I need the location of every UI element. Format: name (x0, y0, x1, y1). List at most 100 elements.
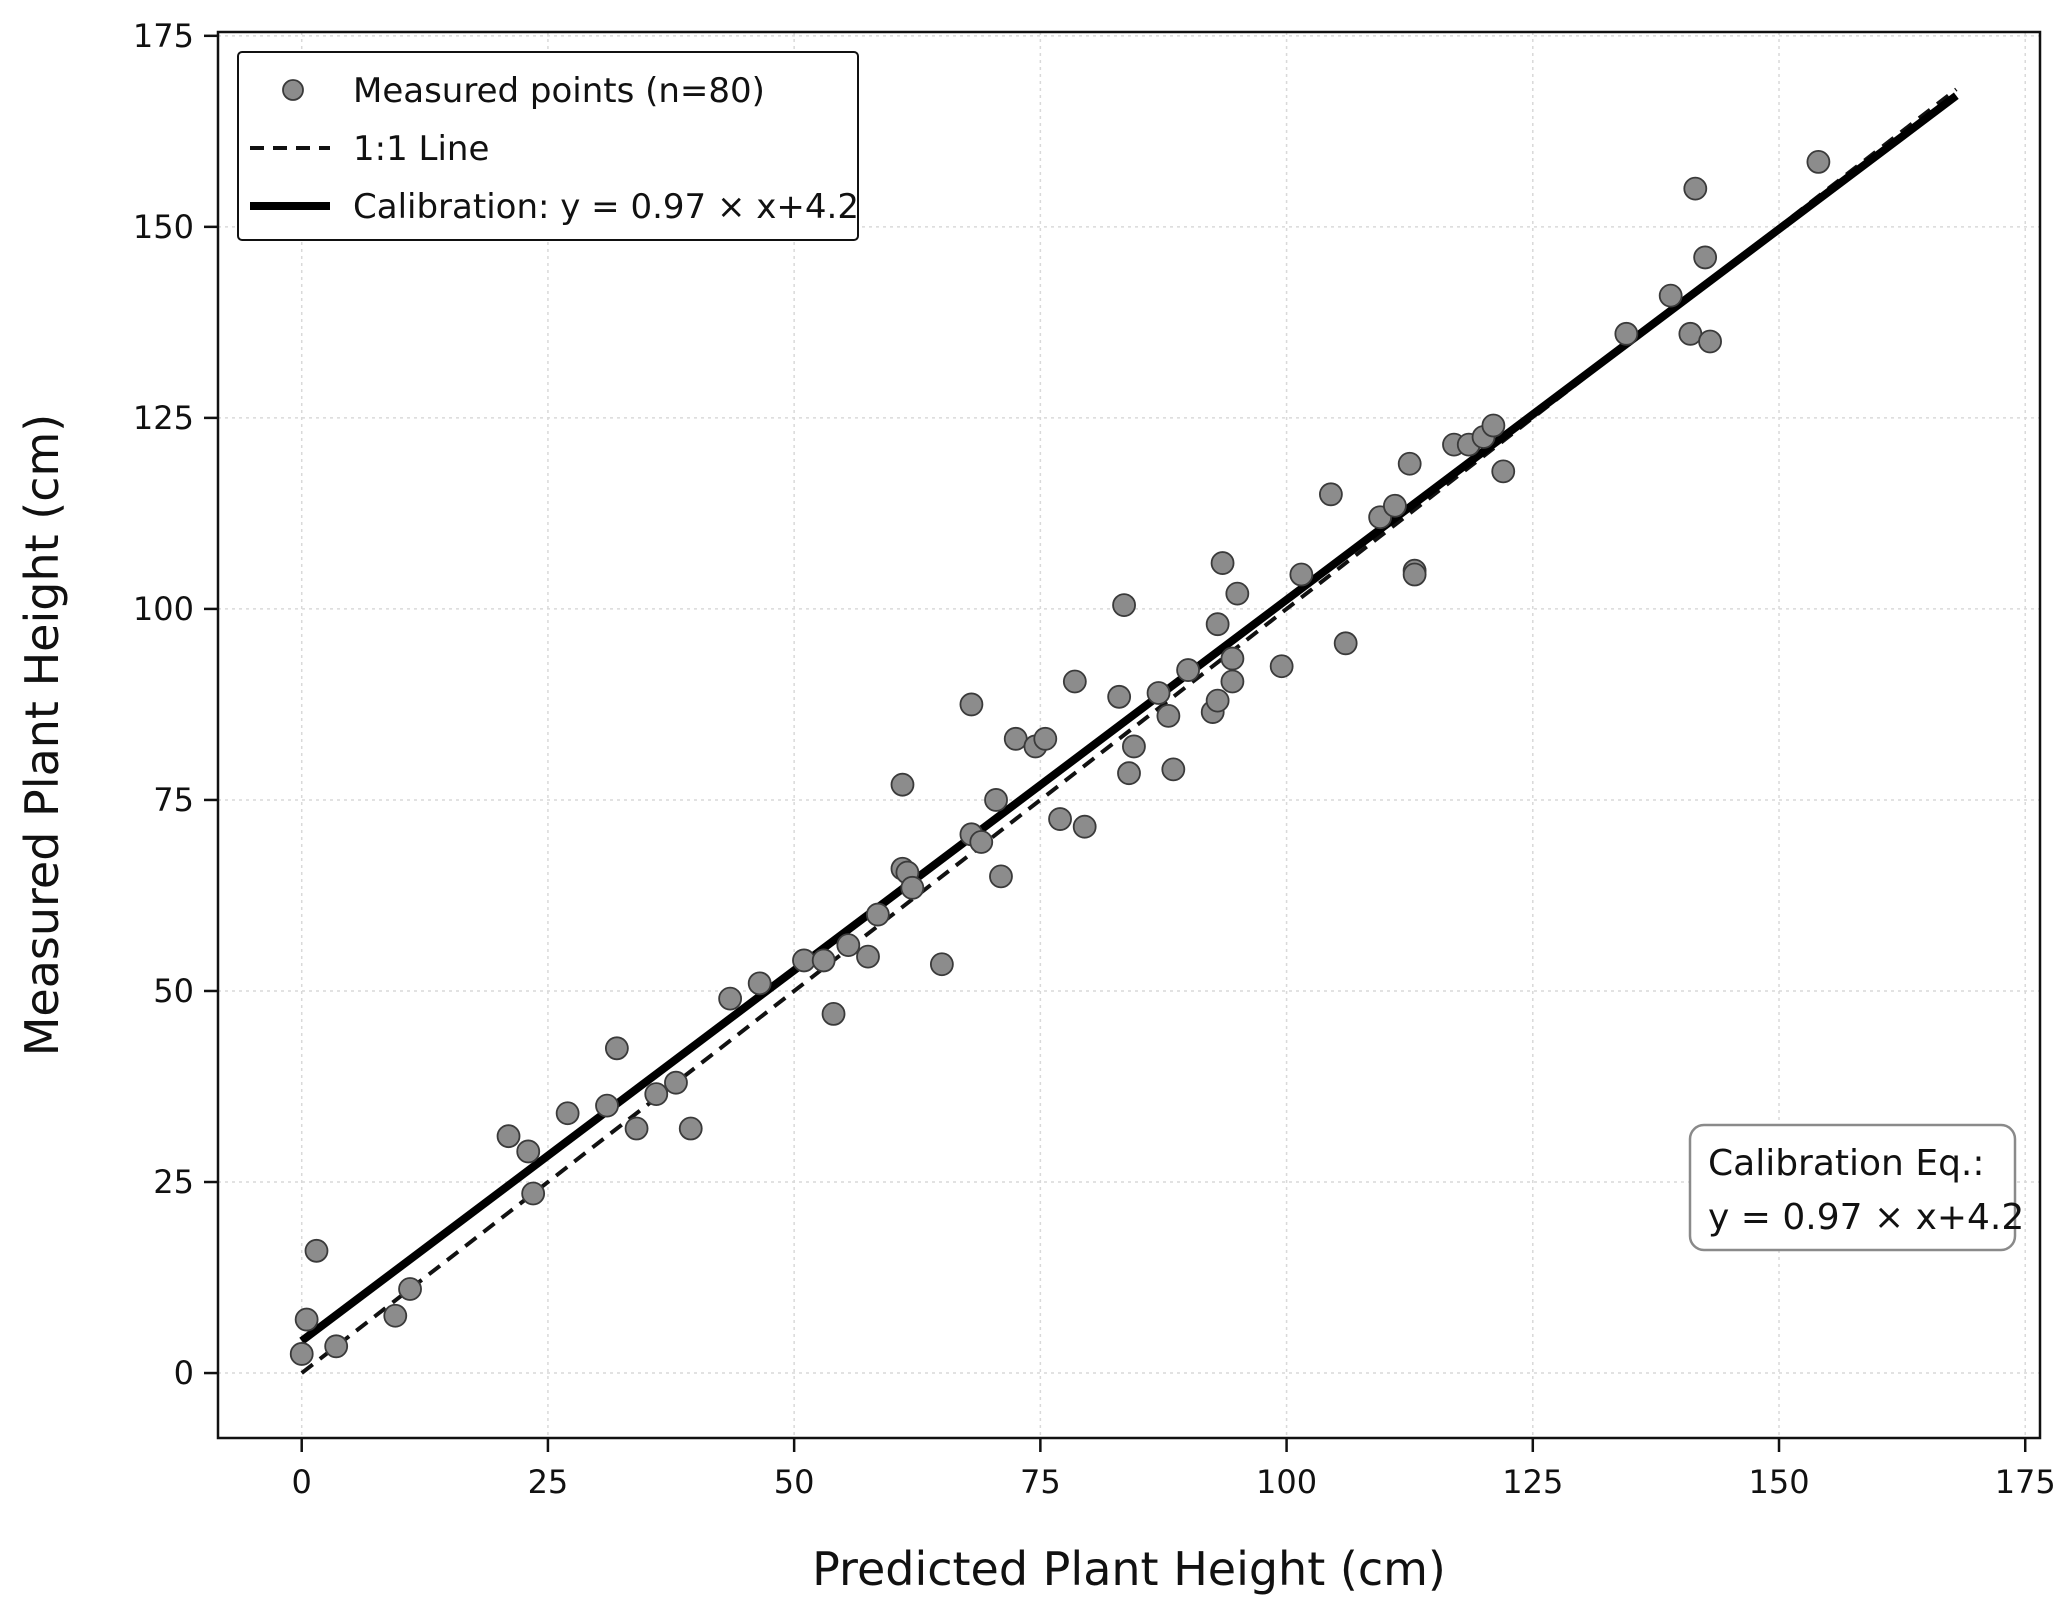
data-point (1062, 669, 1087, 694)
x-tick-label: 175 (1995, 1463, 2056, 1501)
data-point (324, 1334, 349, 1359)
data-point (1107, 684, 1132, 709)
data-point (1146, 681, 1171, 705)
data-point (856, 944, 880, 969)
legend-label-calibration-line: Calibration: y = 0.97 × x+4.2 (353, 187, 859, 227)
data-point (900, 875, 925, 900)
legend-marker-measured-points (282, 79, 304, 101)
x-tick-label: 50 (774, 1463, 815, 1501)
data-point (821, 1002, 846, 1026)
data-point (624, 1116, 649, 1141)
data-point (294, 1307, 319, 1332)
data-point (959, 692, 984, 717)
y-tick-label: 150 (133, 208, 194, 246)
data-point (383, 1303, 408, 1328)
data-point (1072, 814, 1097, 839)
legend-label-measured-points: Measured points (n=80) (353, 71, 765, 111)
legend-box (237, 51, 859, 241)
equation-formula: y = 0.97 × x+4.2 (1708, 1197, 2024, 1238)
x-tick-label: 25 (528, 1463, 569, 1501)
y-tick-label: 125 (133, 399, 194, 437)
y-tick-label: 25 (153, 1163, 194, 1201)
axis-layer: 0 25 50 75 100 125 150 175 0 25 50 75 100 125 150 175 (133, 17, 2056, 1501)
data-point (718, 986, 743, 1011)
data-point (1225, 581, 1250, 606)
data-point (521, 1181, 546, 1206)
data-point (1683, 176, 1708, 201)
data-point (792, 948, 816, 973)
plot-frame (216, 30, 2042, 1440)
calibration-line (299, 92, 1959, 1345)
data-point (929, 952, 954, 977)
data-point (1112, 593, 1136, 617)
data-point (1678, 321, 1703, 346)
data-point (1269, 654, 1294, 679)
x-axis-title: Predicted Plant Height (cm) (812, 1542, 1446, 1596)
y-tick-label: 100 (133, 590, 194, 628)
data-point (747, 971, 772, 996)
data-point (865, 902, 890, 927)
legend: Measured points (n=80) 1:1 Line Calibrat… (237, 51, 859, 241)
data-point (1614, 321, 1639, 346)
data-point (811, 948, 836, 973)
data-point (1176, 658, 1200, 682)
data-point (1210, 551, 1235, 575)
data-point (678, 1116, 703, 1141)
data-point (595, 1093, 619, 1118)
data-point (1491, 459, 1516, 484)
data-point (989, 864, 1013, 889)
data-point (496, 1124, 521, 1149)
data-point (1156, 703, 1181, 728)
data-point (1161, 757, 1186, 782)
legend-label-one-to-one-line: 1:1 Line (353, 129, 489, 169)
data-point (644, 1082, 669, 1107)
x-tick-label: 150 (1748, 1463, 1809, 1501)
data-point (516, 1139, 541, 1164)
y-tick-label: 50 (153, 972, 194, 1010)
x-tick-label: 75 (1020, 1463, 1061, 1501)
data-point (1033, 726, 1058, 751)
data-point (555, 1101, 580, 1126)
equation-title: Calibration Eq.: (1708, 1143, 1985, 1184)
data-point (969, 830, 994, 854)
x-tick-label: 0 (292, 1463, 312, 1501)
equation-box-frame (1688, 1123, 2017, 1252)
x-tick-label: 125 (1502, 1463, 1563, 1501)
data-point (1122, 734, 1146, 759)
data-point (1003, 726, 1028, 751)
data-point (1289, 562, 1314, 587)
data-point (398, 1277, 422, 1301)
data-point (1205, 688, 1230, 713)
x-tick-label: 100 (1256, 1463, 1317, 1501)
y-axis-title: Measured Plant Height (cm) (15, 414, 69, 1057)
data-point (1220, 646, 1245, 671)
series-layer (289, 87, 1959, 1375)
data-point (304, 1238, 329, 1263)
data-point (984, 788, 1008, 812)
data-point (1318, 482, 1343, 507)
data-point (890, 772, 915, 797)
y-tick-label: 0 (174, 1354, 194, 1392)
one-to-one-line (300, 87, 1958, 1375)
data-point (1048, 807, 1072, 831)
data-point (1693, 245, 1718, 270)
y-tick-label: 75 (153, 781, 194, 819)
data-point (1698, 329, 1722, 354)
data-point (1220, 669, 1245, 694)
data-point (1481, 413, 1506, 438)
data-point (289, 1342, 314, 1366)
data-point (604, 1036, 629, 1061)
calibration-equation-box: Calibration Eq.: y = 0.97 × x+4.2 (1688, 1123, 2024, 1252)
y-tick-label: 175 (133, 17, 194, 55)
data-point (1117, 761, 1141, 786)
data-point (836, 933, 861, 958)
data-point (1397, 451, 1422, 476)
data-point (664, 1070, 688, 1095)
data-point (1383, 493, 1407, 518)
data-point (1806, 150, 1831, 174)
data-point (1402, 562, 1427, 587)
data-point (1333, 631, 1358, 656)
data-point (1658, 283, 1683, 308)
